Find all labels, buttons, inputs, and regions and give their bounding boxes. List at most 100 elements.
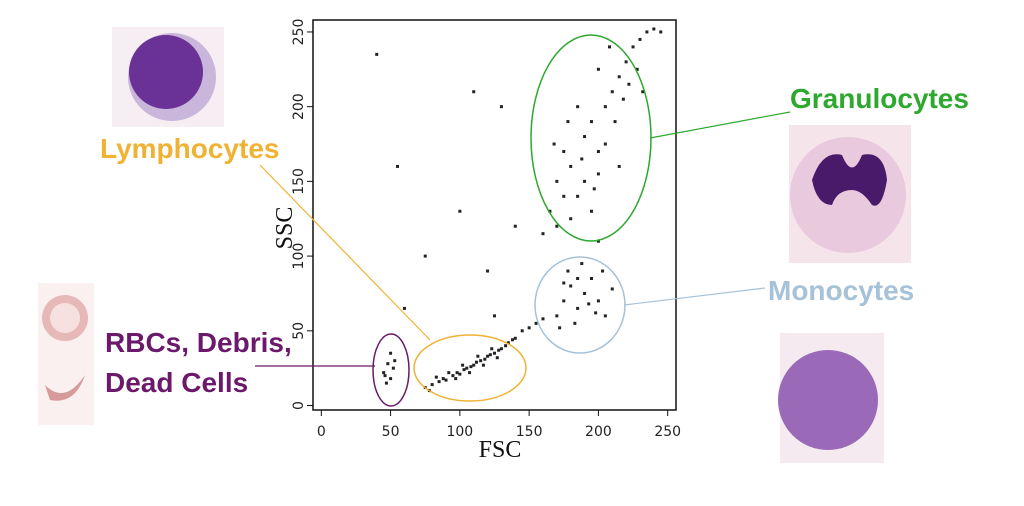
monocyte-gate <box>534 256 626 354</box>
data-point <box>569 164 573 168</box>
annotation: Dead Cells <box>105 367 248 398</box>
data-point <box>499 105 503 109</box>
data-point <box>493 351 496 355</box>
data-point <box>497 348 501 352</box>
data-point <box>617 164 621 168</box>
data-point <box>566 269 570 273</box>
data-point <box>583 179 587 183</box>
data-point <box>430 383 434 387</box>
data-point <box>454 377 458 381</box>
data-point <box>488 353 492 357</box>
data-point <box>472 90 476 94</box>
x-tick-label: 0 <box>317 424 326 440</box>
data-point <box>461 363 465 367</box>
data-point <box>437 380 441 384</box>
y-tick-label: 250 <box>291 19 307 46</box>
debris-gate <box>372 333 410 407</box>
data-point <box>434 375 438 379</box>
granulocyte-image <box>789 125 911 263</box>
data-point <box>601 269 605 273</box>
data-point <box>566 120 570 124</box>
data-point <box>610 90 614 94</box>
data-point <box>483 357 487 361</box>
data-point <box>603 105 607 109</box>
annotation: RBCs, Debris, <box>105 327 292 358</box>
data-point <box>576 105 580 109</box>
data-point <box>465 366 469 370</box>
annotation: Granulocytes <box>790 83 969 114</box>
data-point <box>458 209 462 213</box>
leader-line <box>649 111 791 139</box>
data-point <box>610 287 614 291</box>
data-point <box>645 30 649 34</box>
data-point <box>562 194 566 198</box>
data-point <box>393 359 397 363</box>
data-point <box>587 302 591 306</box>
plot-area: 0 50 100 150 200 250 0 50 100 150 200 250 <box>291 19 681 440</box>
data-point <box>541 232 545 236</box>
data-point <box>479 359 483 363</box>
data-point <box>513 336 517 340</box>
data-point <box>583 135 587 139</box>
data-point <box>486 269 490 273</box>
data-point <box>386 362 390 366</box>
y-tick-label: 150 <box>291 168 307 195</box>
y-tick-label: 0 <box>291 401 307 410</box>
data-point <box>389 377 393 381</box>
data-point <box>589 277 593 281</box>
data-point <box>635 67 639 71</box>
data-point <box>617 75 621 79</box>
data-point <box>592 187 596 191</box>
x-tick-label: 250 <box>654 424 681 440</box>
data-point <box>384 381 388 385</box>
y-tick-label: 100 <box>291 243 307 270</box>
data-point <box>495 356 499 360</box>
rbc-image <box>38 283 94 425</box>
data-point <box>548 209 552 213</box>
data-point <box>562 299 566 303</box>
data-point <box>631 45 635 49</box>
data-point <box>596 149 600 153</box>
data-point <box>659 30 663 34</box>
data-point <box>527 326 531 330</box>
data-point <box>447 371 451 375</box>
data-point <box>444 378 448 382</box>
data-point <box>534 321 538 325</box>
data-point <box>382 371 386 375</box>
data-point <box>607 45 611 49</box>
data-point <box>486 354 490 358</box>
x-tick-label: 100 <box>446 424 473 440</box>
y-tick-label: 200 <box>291 93 307 120</box>
data-point <box>441 377 445 381</box>
annotation: Lymphocytes <box>100 133 279 164</box>
data-point <box>375 52 379 56</box>
data-point <box>603 142 607 146</box>
x-tick-label: 200 <box>585 424 612 440</box>
data-point <box>627 82 631 86</box>
data-point <box>555 179 559 183</box>
data-point <box>562 149 566 153</box>
monocyte-image <box>778 333 884 463</box>
y-axis-label: SSC <box>272 207 298 250</box>
data-point <box>589 209 593 213</box>
data-point <box>555 224 559 228</box>
data-point <box>558 326 562 330</box>
data-point <box>389 351 393 355</box>
y-tick-label: 50 <box>291 322 307 340</box>
data-point <box>624 60 628 64</box>
data-point <box>621 97 625 101</box>
data-point <box>596 239 600 243</box>
data-point <box>458 372 462 376</box>
data-point <box>541 317 545 321</box>
x-axis-label: FSC <box>479 437 522 463</box>
data-point <box>474 360 478 364</box>
data-point <box>462 368 466 372</box>
data-point <box>652 27 656 31</box>
data-point <box>583 291 587 295</box>
data-point <box>596 67 600 71</box>
data-point <box>580 157 584 161</box>
data-point <box>481 363 485 367</box>
data-point <box>506 341 510 345</box>
data-point <box>490 347 494 351</box>
data-point <box>511 338 515 342</box>
